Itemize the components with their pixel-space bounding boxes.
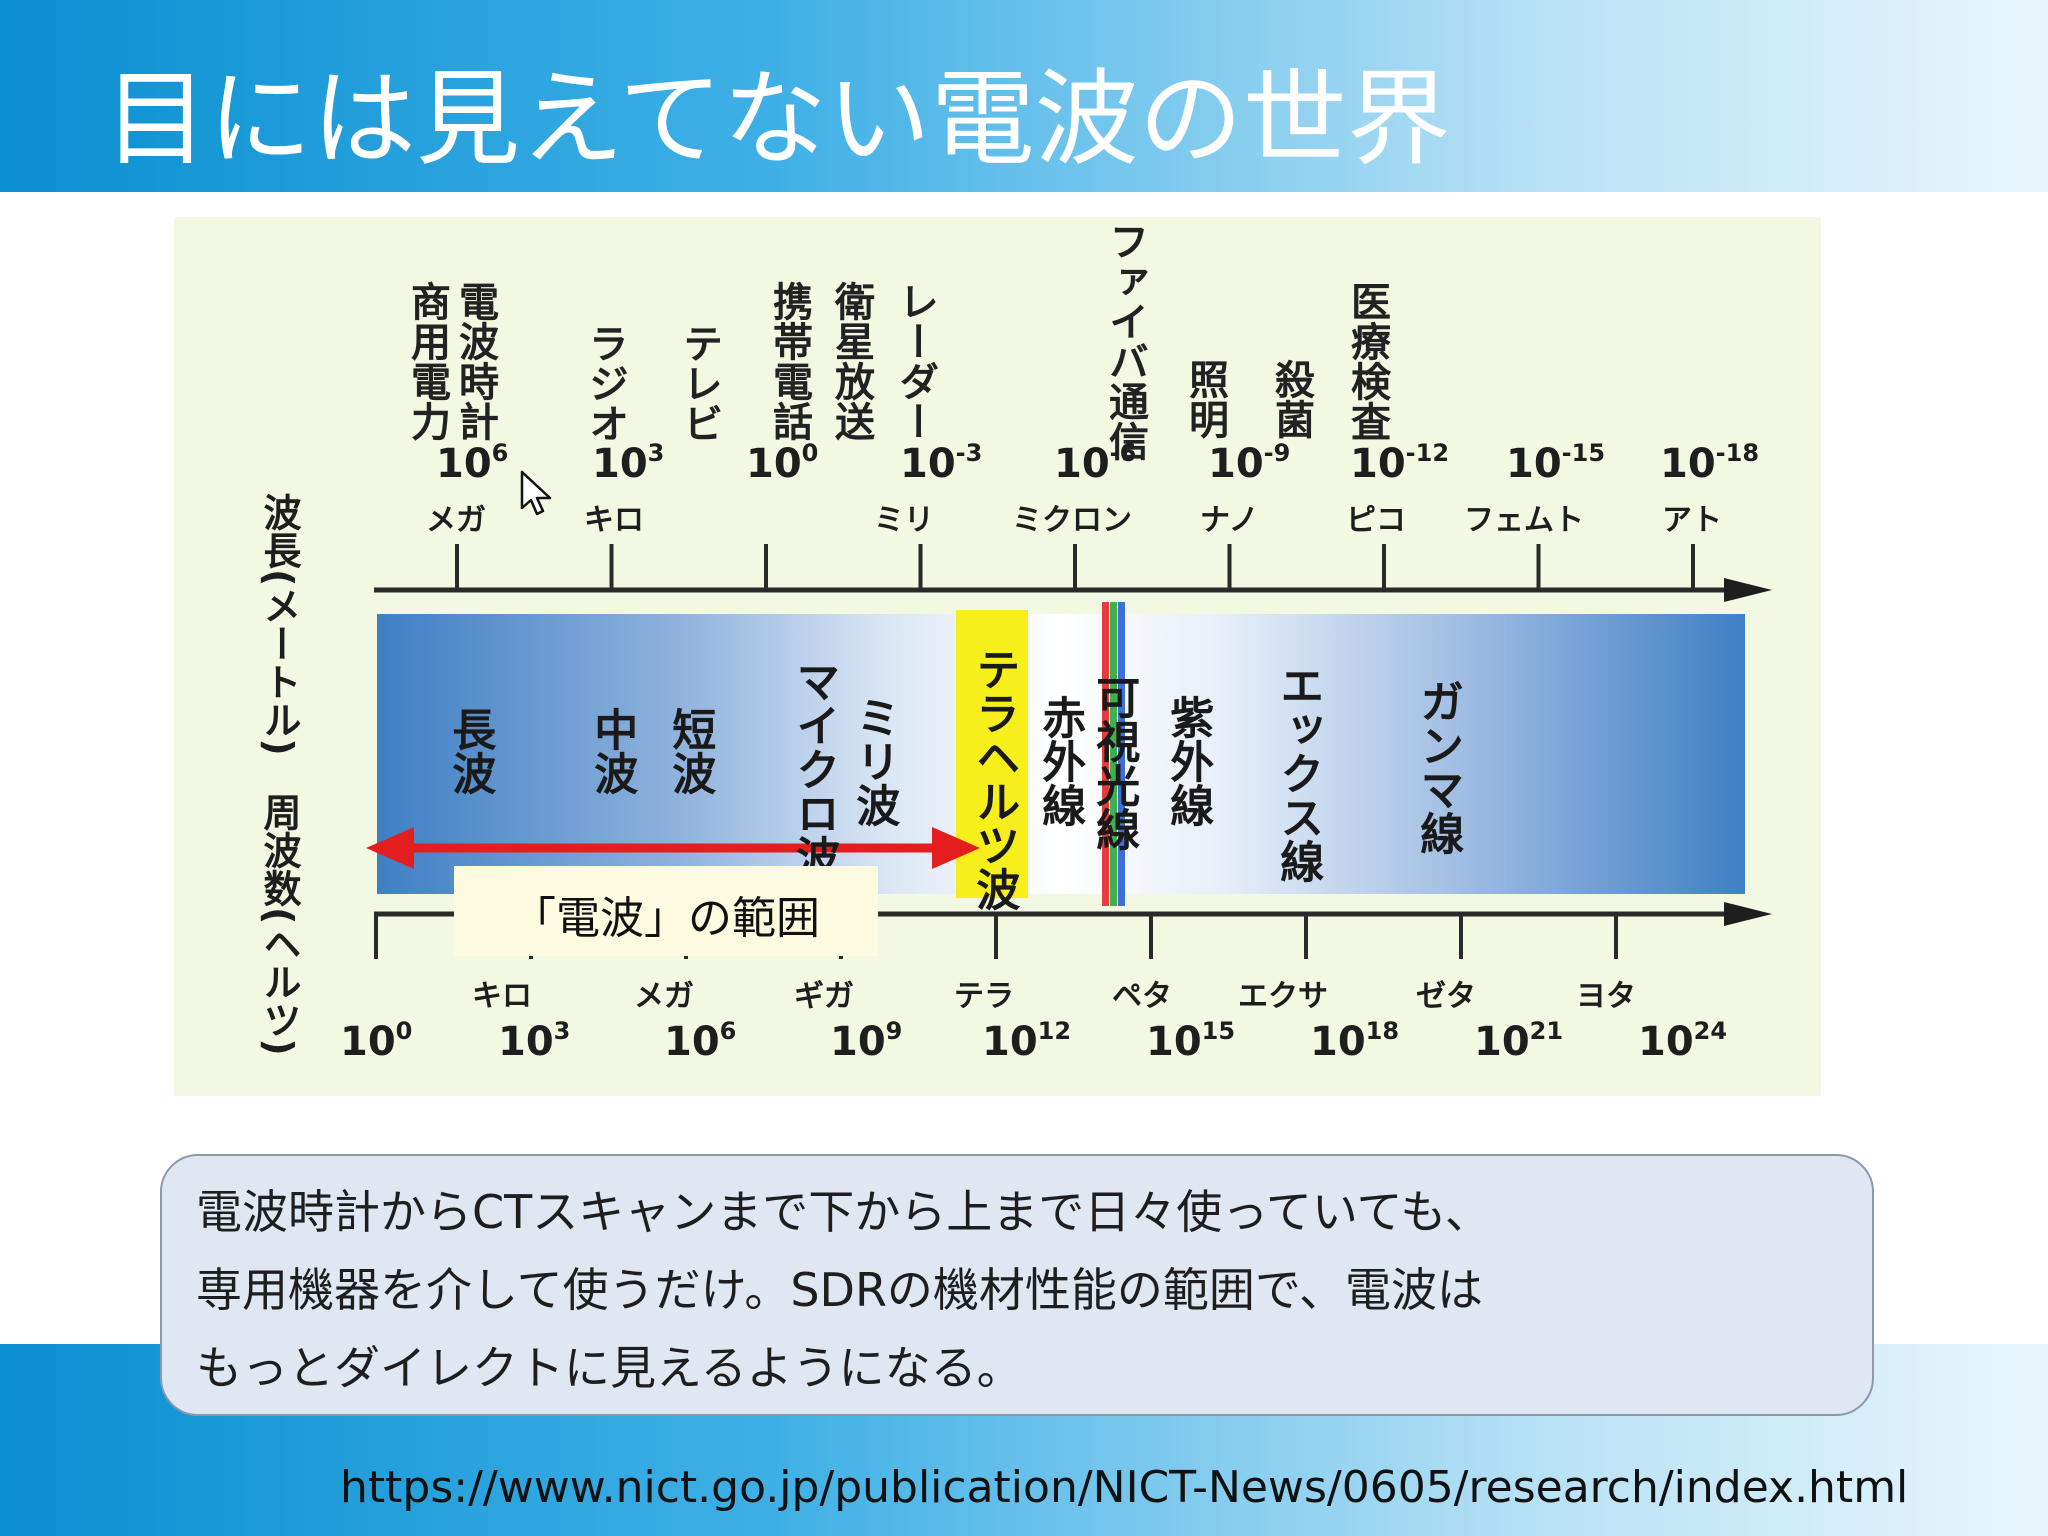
frequency-tick-label: 1024 xyxy=(1638,1017,1728,1065)
wavelength-prefix-nano: ナノ xyxy=(1200,503,1259,538)
slide-title: 目には見えてない電波の世界 xyxy=(104,58,1451,180)
wavelength-tick-label: 100 xyxy=(746,439,819,487)
visible-stripe-red xyxy=(1102,602,1109,906)
app-sakkin: 殺菌 xyxy=(1268,359,1314,439)
wavelength-prefix-micron: ミクロン xyxy=(1012,503,1132,538)
band-chouha: 長波 xyxy=(444,707,496,795)
frequency-tick-label: 100 xyxy=(340,1017,413,1065)
band-gamma: ガンマ線 xyxy=(1412,679,1464,855)
band-infrared: 赤外線 xyxy=(1034,695,1086,827)
spectrum-diagram: 波長(メートル) 周波数(ヘルツ) 商用電力 電波時計 ラジオ テレビ 携帯電話… xyxy=(174,217,1821,1096)
wavelength-prefix-femto: フェムト xyxy=(1464,503,1584,538)
wavelength-tick-label: 10-15 xyxy=(1506,439,1606,487)
visible-stripe-blue xyxy=(1118,602,1125,906)
band-millimeter: ミリ波 xyxy=(848,695,900,827)
radio-range-label: 「電波」の範囲 xyxy=(512,893,820,944)
band-microwave: マイクロ波 xyxy=(788,659,840,879)
band-xray: エックス線 xyxy=(1272,663,1324,883)
frequency-tick-label: 1018 xyxy=(1310,1017,1400,1065)
wavelength-prefix-mega: メガ xyxy=(426,503,486,538)
wavelength-tick-label: 106 xyxy=(436,439,509,487)
wavelength-tick-label: 103 xyxy=(592,439,665,487)
spectrum-graphics xyxy=(366,544,1772,959)
explanation-box: 電波時計からCTスキャンまで下から上まで日々使っていても、 専用機器を介して使う… xyxy=(160,1154,1874,1416)
frequency-prefix-giga: ギガ xyxy=(794,979,854,1014)
note-line: 専用機器を介して使うだけ。SDRの機材性能の範囲で、電波は xyxy=(196,1263,1484,1317)
frequency-prefix-exa: エクサ xyxy=(1238,979,1328,1014)
band-visible: 可視光線 xyxy=(1088,675,1140,851)
radio-range-label-box: 「電波」の範囲 xyxy=(454,866,878,956)
band-ultraviolet: 紫外線 xyxy=(1162,695,1214,827)
app-radar: レーダー xyxy=(892,281,938,441)
wavelength-tick-label: 10-9 xyxy=(1208,439,1291,487)
app-denpa-dokei: 電波時計 xyxy=(452,281,498,441)
source-url-link[interactable]: https://www.nict.go.jp/publication/NICT-… xyxy=(340,1462,1909,1513)
title-bar: 目には見えてない電波の世界 xyxy=(0,0,2048,192)
wavelength-tick-label: 10-18 xyxy=(1660,439,1760,487)
frequency-prefix-zetta: ゼタ xyxy=(1416,979,1476,1014)
wavelength-tick-label: 10-3 xyxy=(900,439,983,487)
frequency-prefix-peta: ペタ xyxy=(1112,979,1172,1014)
wavelength-tick-marks xyxy=(455,544,1695,590)
note-line: 電波時計からCTスキャンまで下から上まで日々使っていても、 xyxy=(196,1185,1491,1239)
wavelength-axis-label: 波長(メートル) xyxy=(257,493,301,756)
mouse-pointer-icon xyxy=(520,470,552,516)
app-tv: テレビ xyxy=(676,323,722,443)
frequency-prefix-yotta: ヨタ xyxy=(1576,979,1636,1014)
band-chuuha: 中波 xyxy=(586,707,638,795)
frequency-tick-label: 109 xyxy=(830,1017,903,1065)
frequency-prefix-kilo: キロ xyxy=(472,979,532,1014)
frequency-prefix-mega: メガ xyxy=(634,979,694,1014)
wavelength-tick-label: 10-12 xyxy=(1350,439,1450,487)
frequency-axis-arrowhead xyxy=(1724,902,1772,926)
frequency-tick-label: 1012 xyxy=(982,1017,1072,1065)
frequency-tick-label: 1015 xyxy=(1146,1017,1236,1065)
wavelength-prefix-kilo: キロ xyxy=(584,503,644,538)
frequency-axis-label: 周波数(ヘルツ) xyxy=(257,793,301,1056)
wavelength-tick-label: 10-6 xyxy=(1054,439,1137,487)
app-keitai-denwa: 携帯電話 xyxy=(766,281,812,441)
app-fiber-tsushin: ファイバ通信 xyxy=(1102,221,1148,461)
frequency-tick-label: 103 xyxy=(498,1017,571,1065)
wavelength-prefix-pico: ピコ xyxy=(1346,503,1406,538)
radio-range-arrowhead-left xyxy=(366,827,414,869)
band-terahertz: テラヘルツ波 xyxy=(968,647,1020,911)
radio-range-arrowhead-right xyxy=(932,827,980,869)
wavelength-prefix-milli: ミリ xyxy=(874,503,934,538)
wavelength-prefix-atto: アト xyxy=(1662,503,1722,538)
band-tanpa: 短波 xyxy=(664,707,716,795)
app-iryou-kensa: 医療検査 xyxy=(1344,281,1390,441)
app-shouyou-denryoku: 商用電力 xyxy=(404,281,450,441)
frequency-prefix-tera: テラ xyxy=(954,979,1014,1014)
app-radio: ラジオ xyxy=(582,323,628,443)
app-eisei-housou: 衛星放送 xyxy=(828,281,874,441)
frequency-tick-label: 106 xyxy=(664,1017,737,1065)
visible-stripe-green xyxy=(1110,602,1117,906)
app-shoumei: 照明 xyxy=(1182,359,1228,439)
frequency-tick-label: 1021 xyxy=(1474,1017,1564,1065)
note-line: もっとダイレクトに見えるようになる。 xyxy=(196,1341,1023,1395)
wavelength-axis-arrowhead xyxy=(1724,578,1772,602)
